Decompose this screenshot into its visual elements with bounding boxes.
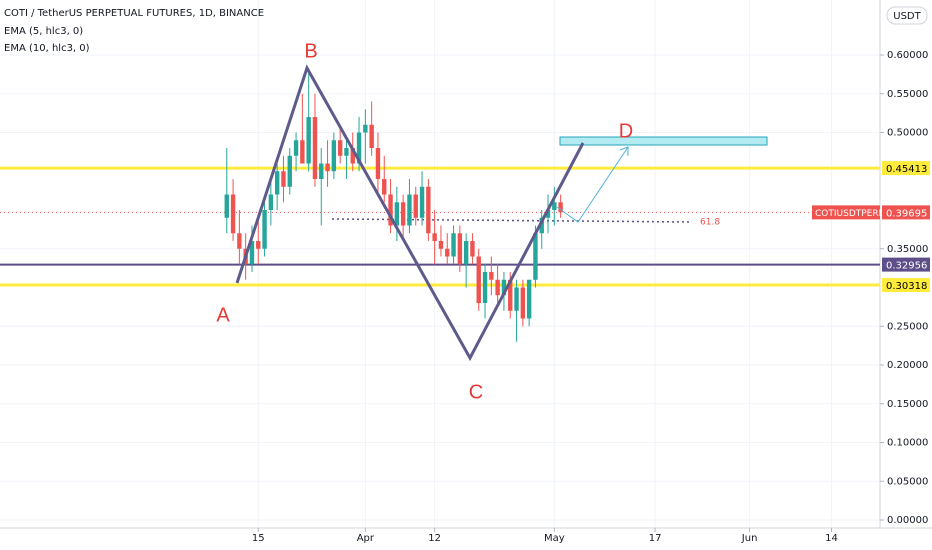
point-label: A xyxy=(216,304,230,326)
candle-body xyxy=(319,163,324,180)
candle-body xyxy=(237,233,242,249)
x-tick-label: Apr xyxy=(357,533,375,544)
candle-body xyxy=(300,140,305,164)
abcd-pattern xyxy=(235,64,585,362)
y-tick-label: 0.00000 xyxy=(887,515,928,526)
projection-arrow xyxy=(556,146,629,223)
candle-body xyxy=(457,233,463,265)
x-tick-label: 14 xyxy=(825,533,838,544)
candle-body xyxy=(552,202,557,211)
candle-body xyxy=(463,241,469,265)
candle-body xyxy=(306,117,311,164)
candle-body xyxy=(312,117,318,180)
candle-body xyxy=(470,241,475,257)
candle-body xyxy=(501,279,507,296)
candle-body xyxy=(545,210,551,218)
candle-body xyxy=(445,248,450,257)
candle-body xyxy=(293,140,299,156)
candle-body xyxy=(539,217,544,234)
target-box xyxy=(559,136,768,146)
price-tag xyxy=(882,257,930,272)
point-label: D xyxy=(619,120,633,142)
candle-body xyxy=(382,179,387,195)
candle-body xyxy=(526,279,532,319)
candle-body xyxy=(325,163,330,172)
candle-body xyxy=(356,132,362,164)
candle-body xyxy=(558,202,563,213)
axis-labels: 0.00000 0.05000 0.10000 0.15000 0.20000 0.250… xyxy=(252,50,930,544)
candle-body xyxy=(268,194,274,211)
candle-body xyxy=(489,272,494,280)
x-tick-label: 17 xyxy=(649,533,662,544)
candle-body xyxy=(363,124,368,133)
candle-body xyxy=(262,210,267,249)
candle-body xyxy=(400,202,406,226)
candle-body xyxy=(281,171,286,187)
price-tag-label: 0.32956 xyxy=(886,261,927,272)
candle-body xyxy=(419,186,425,218)
candle-body xyxy=(520,287,526,319)
symbol-tag-label: COTIUSDTPERP xyxy=(815,209,885,219)
candle-body xyxy=(508,279,513,311)
candle-body xyxy=(407,194,412,226)
candle-body xyxy=(514,287,519,311)
y-tick-label: 0.10000 xyxy=(887,438,928,449)
candle-body xyxy=(388,194,393,226)
point-label: C xyxy=(469,381,483,403)
x-tick-label: 12 xyxy=(428,533,441,544)
symbol-tag xyxy=(812,205,880,220)
candle-body xyxy=(413,194,418,218)
candle-body xyxy=(476,256,481,304)
price-tag-label: 0.30318 xyxy=(886,281,927,292)
candle-body xyxy=(337,140,343,156)
y-tick-label: 0.60000 xyxy=(887,50,928,61)
price-tag-label: 0.45413 xyxy=(886,164,927,175)
y-tick-label: 0.25000 xyxy=(887,321,928,332)
levels xyxy=(0,166,880,287)
candle-body xyxy=(451,233,456,257)
currency-label[interactable]: USDT xyxy=(893,11,921,22)
price-tag xyxy=(882,205,930,220)
candle-body xyxy=(432,233,437,242)
y-tick-label: 0.05000 xyxy=(887,476,928,487)
point-label: B xyxy=(304,40,317,62)
candle-body xyxy=(331,140,337,172)
candle-body xyxy=(249,241,255,265)
legend-entry: EMA (5, hlc3, 0) xyxy=(4,26,83,37)
candle-body xyxy=(230,194,236,234)
candles xyxy=(224,70,563,342)
candle-body xyxy=(344,148,349,156)
price-tag-label: 0.39695 xyxy=(886,208,927,219)
price-tag xyxy=(882,161,930,176)
y-tick-label: 0.55000 xyxy=(887,89,928,100)
candle-body xyxy=(495,279,500,296)
candle-body xyxy=(375,148,381,180)
chart-title: COTI / TetherUS PERPETUAL FUTURES, 1D, B… xyxy=(4,8,264,19)
fib-label: 61.8 xyxy=(700,218,720,228)
candle-body xyxy=(394,202,400,226)
candle-body xyxy=(350,148,355,164)
candle-body xyxy=(438,241,444,249)
x-tick-label: May xyxy=(544,533,565,544)
arrow-head xyxy=(619,146,629,156)
x-tick-label: Jun xyxy=(741,533,758,544)
candle-body xyxy=(287,155,292,187)
legend-entry: EMA (10, hlc3, 0) xyxy=(4,43,90,54)
price-tag xyxy=(882,278,930,293)
candle-body xyxy=(256,241,261,249)
candle-body xyxy=(274,171,280,195)
y-tick-label: 0.15000 xyxy=(887,399,928,410)
candle-body xyxy=(224,194,229,218)
candle-body xyxy=(369,124,374,149)
y-tick-label: 0.20000 xyxy=(887,360,928,371)
x-tick-label: 15 xyxy=(252,533,265,544)
candle-body xyxy=(482,272,488,304)
y-tick-label: 0.35000 xyxy=(887,244,928,255)
candle-body xyxy=(426,186,431,234)
candle-body xyxy=(533,233,538,280)
currency-button[interactable] xyxy=(886,6,928,25)
y-tick-label: 0.50000 xyxy=(887,128,928,139)
